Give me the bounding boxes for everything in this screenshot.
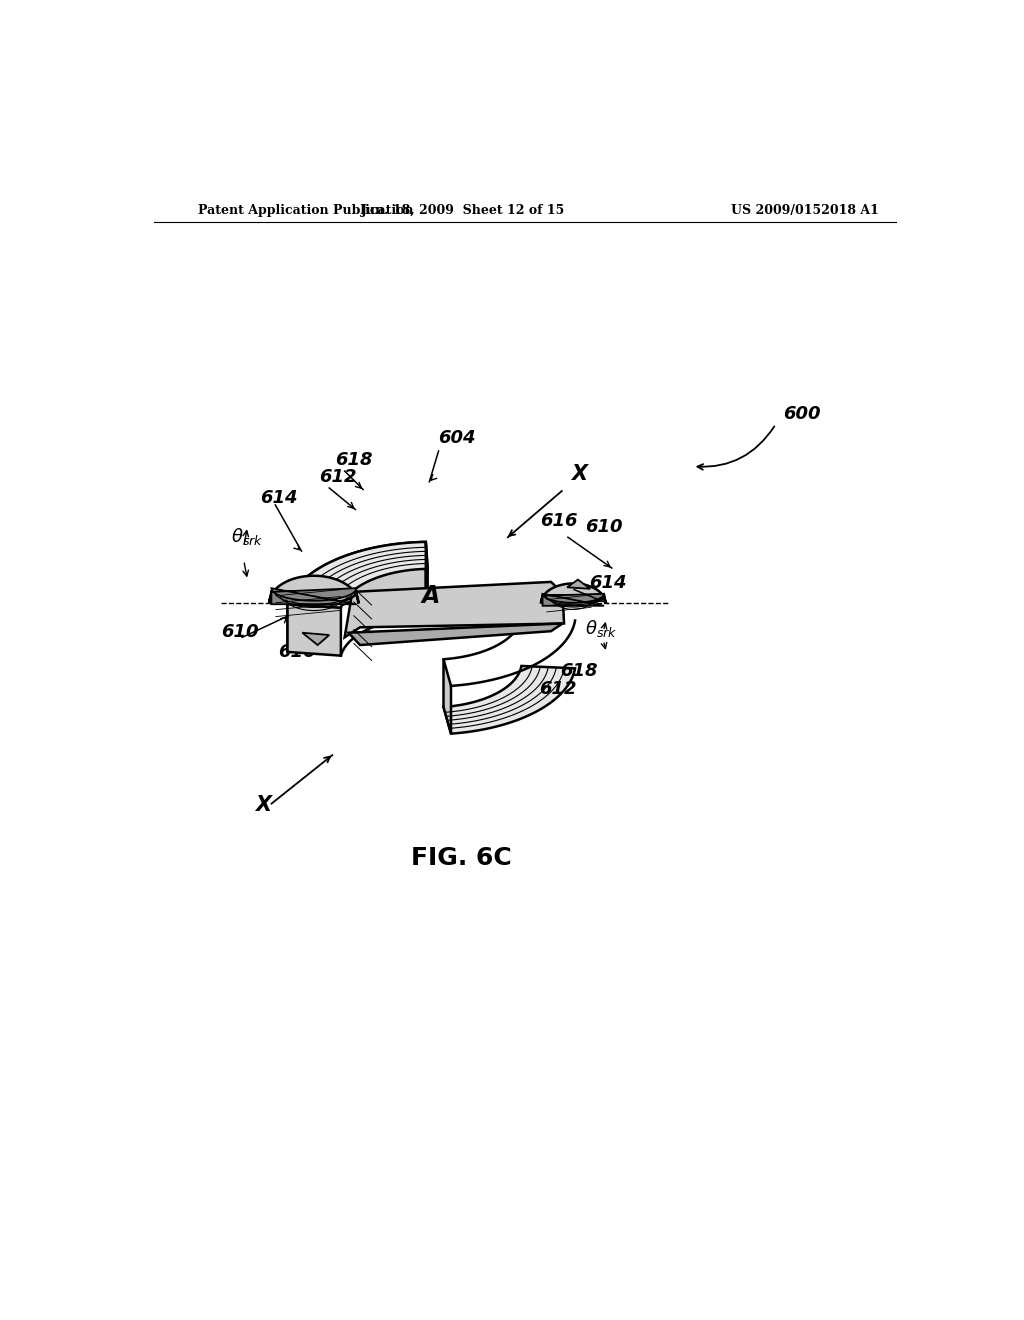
Polygon shape [288, 543, 426, 652]
Polygon shape [345, 582, 564, 638]
Text: $\theta_{srk}$: $\theta_{srk}$ [230, 525, 263, 546]
Polygon shape [271, 589, 356, 605]
Text: X: X [571, 465, 587, 484]
Polygon shape [443, 665, 575, 734]
Text: 610: 610 [221, 623, 259, 642]
Text: $\theta_{srk}$: $\theta_{srk}$ [585, 618, 617, 639]
Text: 618: 618 [335, 451, 372, 469]
Text: 618: 618 [560, 661, 598, 680]
Text: X: X [255, 796, 271, 816]
Polygon shape [543, 594, 604, 606]
Text: 600: 600 [783, 405, 821, 422]
Text: 604: 604 [438, 429, 476, 447]
Polygon shape [288, 605, 341, 656]
Text: 614: 614 [589, 574, 627, 593]
Text: A: A [422, 583, 440, 607]
Polygon shape [288, 543, 428, 609]
Polygon shape [443, 659, 451, 734]
Text: 612: 612 [539, 680, 577, 697]
Text: 612: 612 [319, 467, 356, 486]
Polygon shape [567, 579, 590, 589]
Text: Jun. 18, 2009  Sheet 12 of 15: Jun. 18, 2009 Sheet 12 of 15 [361, 205, 565, 218]
Text: 614: 614 [260, 490, 297, 507]
Text: US 2009/0152018 A1: US 2009/0152018 A1 [731, 205, 879, 218]
Polygon shape [541, 583, 605, 605]
Text: FIG. 6C: FIG. 6C [412, 846, 512, 870]
Text: 616: 616 [279, 643, 315, 661]
Polygon shape [426, 543, 428, 616]
Polygon shape [269, 576, 358, 605]
Polygon shape [348, 623, 562, 645]
Text: Patent Application Publication: Patent Application Publication [199, 205, 414, 218]
Text: 610: 610 [585, 517, 623, 536]
Text: 616: 616 [541, 512, 578, 531]
Polygon shape [302, 632, 330, 645]
